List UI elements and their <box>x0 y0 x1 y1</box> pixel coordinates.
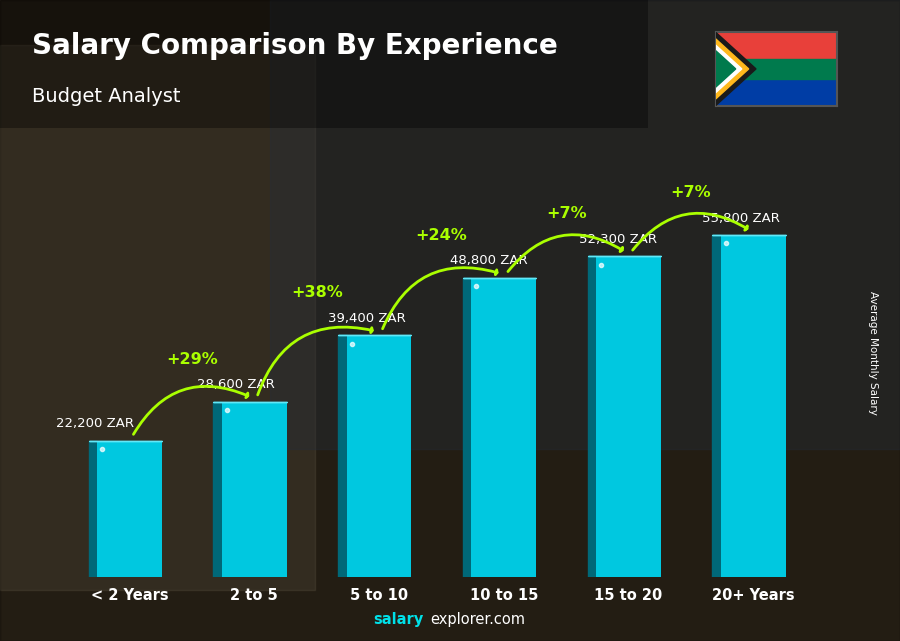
Bar <box>716 58 837 79</box>
Text: Average Monthly Salary: Average Monthly Salary <box>868 290 878 415</box>
Bar <box>716 32 837 69</box>
Text: +29%: +29% <box>166 352 218 367</box>
Polygon shape <box>463 278 472 577</box>
Text: 39,400 ZAR: 39,400 ZAR <box>328 312 405 325</box>
Bar <box>270 0 900 449</box>
Bar <box>716 69 837 106</box>
Text: +38%: +38% <box>291 285 343 301</box>
Polygon shape <box>716 51 736 87</box>
FancyBboxPatch shape <box>472 278 536 577</box>
Text: +24%: +24% <box>416 228 467 243</box>
FancyBboxPatch shape <box>346 335 411 577</box>
Text: Salary Comparison By Experience: Salary Comparison By Experience <box>32 32 557 60</box>
Polygon shape <box>89 441 97 577</box>
Text: +7%: +7% <box>670 185 711 200</box>
FancyBboxPatch shape <box>221 402 287 577</box>
Text: explorer.com: explorer.com <box>430 612 526 627</box>
Polygon shape <box>712 235 721 577</box>
Polygon shape <box>716 45 742 93</box>
Polygon shape <box>338 335 346 577</box>
Text: 28,600 ZAR: 28,600 ZAR <box>197 378 274 391</box>
Text: 52,300 ZAR: 52,300 ZAR <box>580 233 658 246</box>
Text: salary: salary <box>374 612 424 627</box>
Polygon shape <box>716 38 749 99</box>
Polygon shape <box>716 32 756 106</box>
Polygon shape <box>213 402 221 577</box>
FancyBboxPatch shape <box>596 256 661 577</box>
Bar <box>0 45 315 590</box>
Text: 22,200 ZAR: 22,200 ZAR <box>56 417 133 431</box>
FancyBboxPatch shape <box>721 235 786 577</box>
FancyBboxPatch shape <box>97 441 162 577</box>
Text: 48,800 ZAR: 48,800 ZAR <box>450 254 527 267</box>
Polygon shape <box>588 256 596 577</box>
Text: +7%: +7% <box>545 206 587 221</box>
Text: Budget Analyst: Budget Analyst <box>32 87 180 106</box>
Text: 55,800 ZAR: 55,800 ZAR <box>702 212 779 224</box>
